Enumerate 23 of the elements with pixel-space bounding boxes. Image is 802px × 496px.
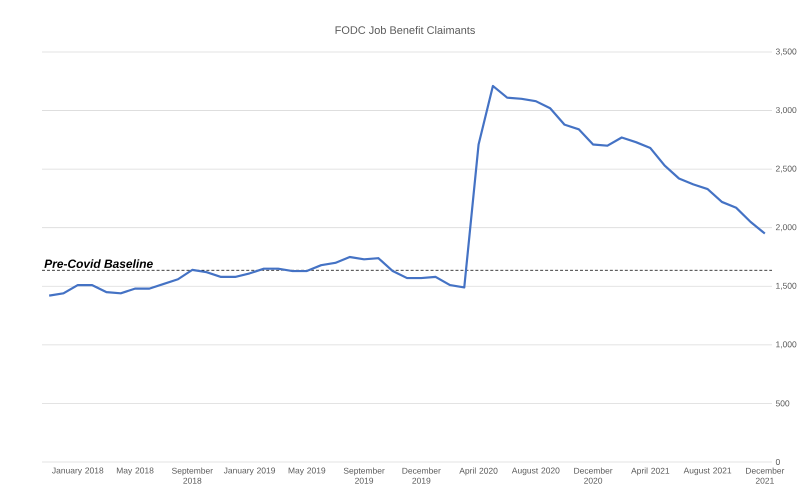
x-tick-label: September 2018: [172, 468, 213, 484]
y-tick-label: 1,500: [776, 282, 796, 290]
x-tick-label: August 2021: [684, 468, 732, 476]
x-tick-label: May 2018: [116, 468, 154, 476]
x-tick-label: April 2020: [459, 468, 498, 476]
y-tick-label: 1,000: [776, 341, 796, 348]
x-tick-label: August 2020: [512, 468, 560, 476]
x-tick-label: January 2018: [52, 468, 104, 476]
y-tick-label: 3,000: [776, 107, 796, 114]
x-tick-label: December 2019: [402, 468, 441, 484]
ref-line-label: Pre-Covid Baseline: [44, 259, 153, 268]
x-tick-label: December 2021: [746, 468, 784, 484]
x-tick-label: September 2019: [344, 468, 385, 484]
y-tick-label: 500: [776, 400, 790, 406]
y-tick-label: 0: [776, 458, 780, 465]
y-tick-label: 2,500: [776, 166, 796, 173]
x-tick-label: May 2019: [288, 468, 326, 476]
x-tick-label: January 2019: [224, 468, 276, 476]
y-tick-label: 3,500: [776, 48, 796, 56]
x-tick-label: April 2021: [631, 468, 670, 476]
x-tick-label: December 2020: [574, 468, 612, 484]
y-tick-label: 2,000: [776, 224, 796, 232]
chart-title: FODC Job Benefit Claimants: [336, 26, 475, 34]
